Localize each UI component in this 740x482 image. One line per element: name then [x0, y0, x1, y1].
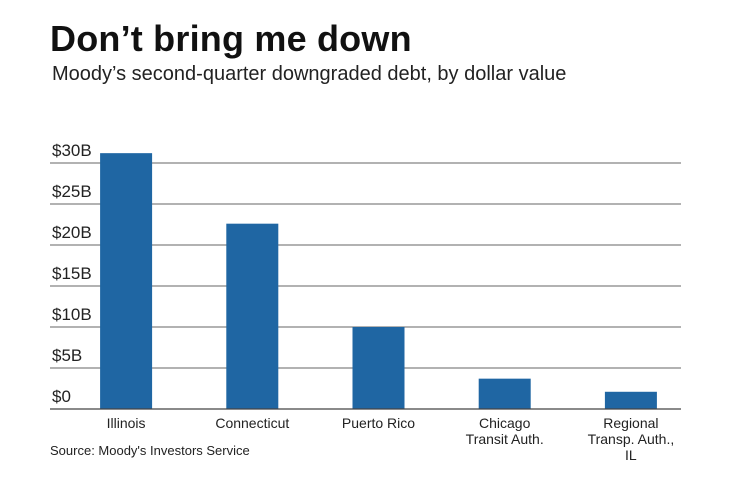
y-tick-label: $15B	[52, 264, 92, 283]
x-tick-label: Regional Transp. Auth., IL	[588, 415, 675, 463]
chart-title: Don’t bring me down	[50, 18, 412, 59]
x-tick-label: Chicago Transit Auth.	[466, 415, 544, 447]
chart-subtitle: Moody’s second-quarter downgraded debt, …	[52, 63, 567, 85]
y-tick-label: $10B	[52, 305, 92, 324]
bar	[100, 153, 153, 409]
y-tick-label: $5B	[52, 346, 82, 365]
y-tick-label: $25B	[52, 182, 92, 201]
bar	[226, 223, 279, 409]
source-note: Source: Moody's Investors Service	[50, 443, 250, 458]
x-tick-label: Illinois	[107, 415, 146, 431]
x-tick-label: Connecticut	[215, 415, 289, 431]
bar	[604, 391, 657, 409]
y-tick-label: $0	[52, 387, 71, 406]
y-tick-label: $30B	[52, 141, 92, 160]
x-tick-label: Puerto Rico	[342, 415, 415, 431]
bar	[478, 378, 531, 409]
bar	[352, 327, 405, 409]
y-tick-label: $20B	[52, 223, 92, 242]
